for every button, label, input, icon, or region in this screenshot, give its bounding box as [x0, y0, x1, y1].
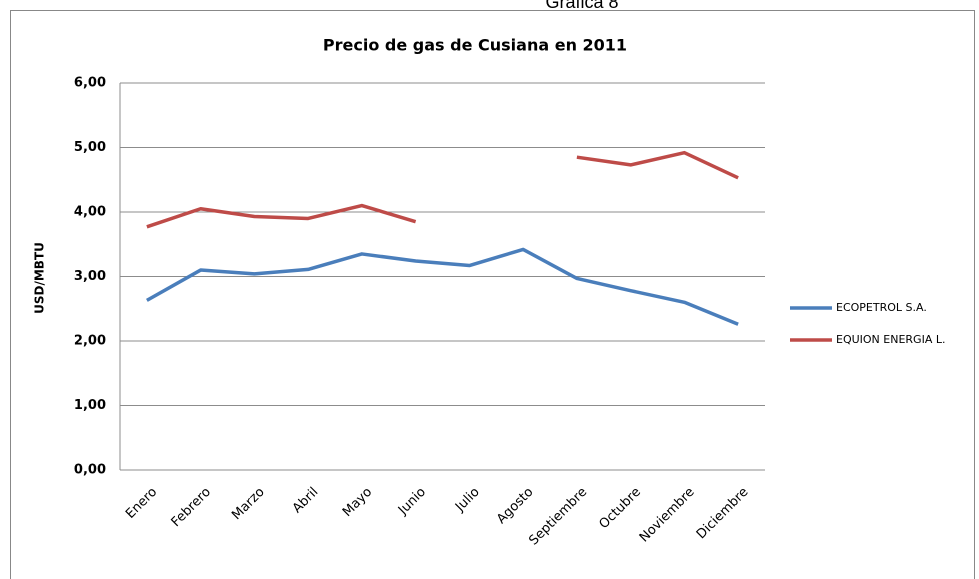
caption-bg — [540, 0, 630, 10]
legend-label: EQUION ENERGIA L. — [836, 333, 945, 346]
y-tick-label: 4,00 — [74, 205, 106, 220]
y-tick-label: 5,00 — [74, 140, 106, 155]
y-tick-label: 2,00 — [74, 334, 106, 349]
caption: Gráfica 8 — [545, 0, 618, 12]
chart-border — [10, 10, 975, 579]
series-line — [146, 247, 739, 326]
series-line — [146, 203, 417, 229]
legend-label: ECOPETROL S.A. — [836, 301, 927, 314]
y-tick-label: 1,00 — [74, 398, 106, 413]
y-tick-label: 6,00 — [74, 76, 106, 91]
y-axis-label: USD/MBTU — [33, 242, 47, 314]
series-line — [576, 150, 739, 180]
chart-title: Precio de gas de Cusiana en 2011 — [323, 36, 627, 55]
y-tick-label: 3,00 — [74, 269, 106, 284]
y-tick-label: 0,00 — [74, 463, 106, 478]
